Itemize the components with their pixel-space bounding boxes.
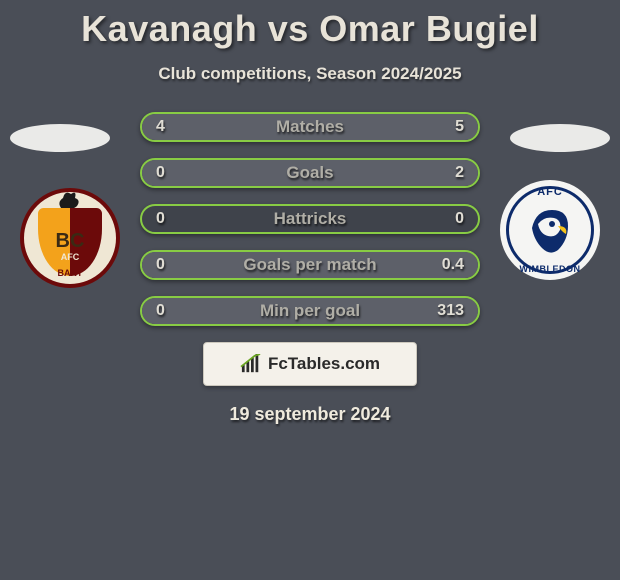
bradford-badge: BC AFC BANT — [20, 182, 120, 292]
badge-sub1: AFC — [20, 252, 120, 262]
eagle-head-icon — [528, 204, 572, 256]
badge-monogram: BC — [20, 230, 120, 253]
player-photo-placeholder-left — [10, 124, 110, 152]
bar-chart-icon — [240, 354, 262, 374]
stat-value-right: 2 — [455, 160, 464, 186]
date-text: 19 september 2024 — [0, 404, 620, 425]
badge-sub2: BANT — [20, 268, 120, 278]
subtitle: Club competitions, Season 2024/2025 — [0, 64, 620, 84]
stat-value-right: 0.4 — [442, 252, 464, 278]
stat-value-right: 0 — [455, 206, 464, 232]
badge-top-text: AFC — [500, 186, 600, 198]
club-badge-right: AFC WIMBLEDON — [500, 180, 600, 290]
stat-row: 4Matches5 — [140, 112, 480, 142]
stat-label: Goals — [142, 160, 478, 186]
stat-row: 0Hattricks0 — [140, 204, 480, 234]
stat-value-right: 5 — [455, 114, 464, 140]
player-photo-placeholder-right — [510, 124, 610, 152]
stat-value-right: 313 — [437, 298, 464, 324]
page-title: Kavanagh vs Omar Bugiel — [0, 0, 620, 50]
stat-label: Min per goal — [142, 298, 478, 324]
badge-bottom-text: WIMBLEDON — [500, 264, 600, 274]
comparison-content: BC AFC BANT AFC WIMBLEDON 4Matches50Goal… — [0, 112, 620, 425]
stat-label: Goals per match — [142, 252, 478, 278]
stat-bars: 4Matches50Goals20Hattricks00Goals per ma… — [140, 112, 480, 326]
stat-row: 0Min per goal313 — [140, 296, 480, 326]
club-badge-left: BC AFC BANT — [20, 182, 120, 292]
stat-label: Matches — [142, 114, 478, 140]
stat-row: 0Goals per match0.4 — [140, 250, 480, 280]
stat-label: Hattricks — [142, 206, 478, 232]
stat-row: 0Goals2 — [140, 158, 480, 188]
wimbledon-badge: AFC WIMBLEDON — [500, 180, 600, 280]
fctables-logo: FcTables.com — [203, 342, 417, 386]
logo-text: FcTables.com — [268, 354, 380, 374]
